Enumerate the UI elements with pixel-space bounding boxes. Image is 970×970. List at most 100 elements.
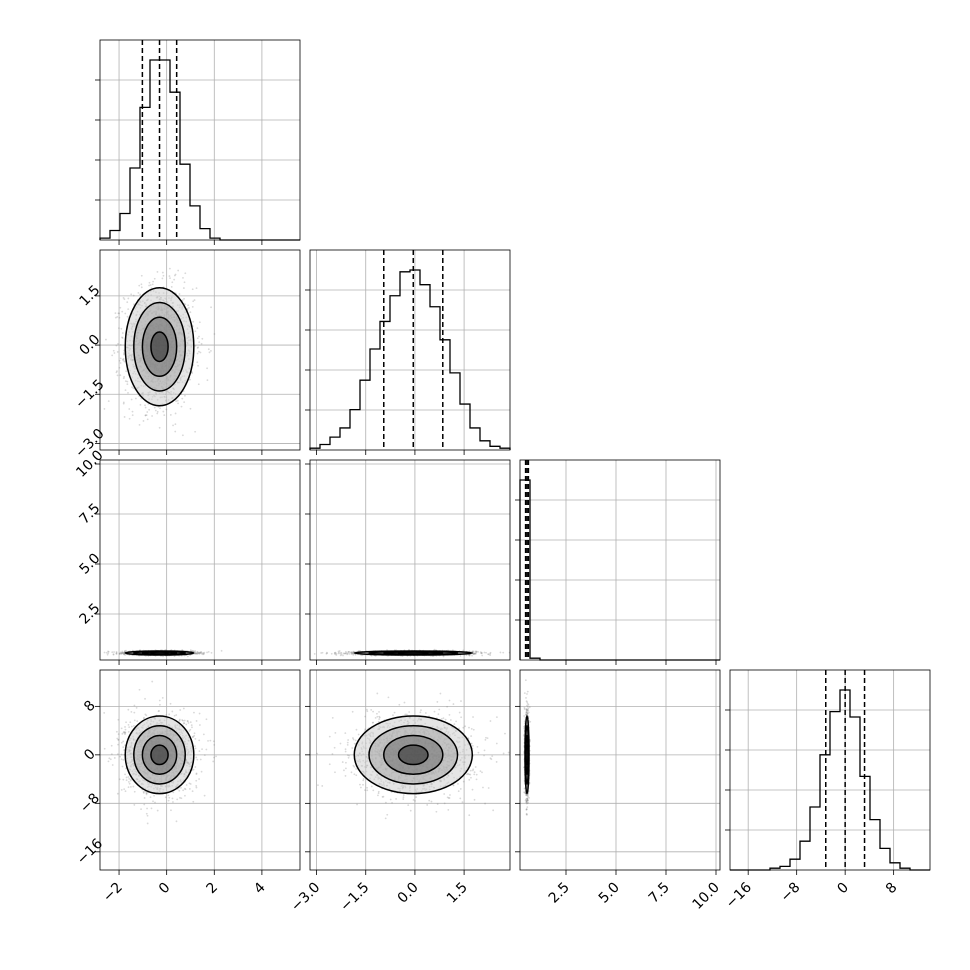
scatter-point [113,651,115,653]
scatter-point [480,652,483,655]
scatter-point [220,649,223,652]
scatter-point [187,306,190,309]
scatter-point [124,389,127,392]
scatter-point [122,377,125,380]
scatter-point [472,653,475,656]
scatter-point [122,353,125,356]
scatter-point [123,360,126,363]
scatter-point [130,293,133,296]
scatter-point [103,408,106,410]
scatter-point [123,653,126,656]
scatter-point [119,651,122,654]
scatter-point [132,294,135,297]
scatter-point [337,650,340,653]
scatter-point [125,649,127,652]
scatter-point [115,371,118,374]
scatter-point [480,651,483,654]
scatter-point [148,284,150,287]
scatter-point [351,652,353,655]
scatter-point [183,281,186,284]
scatter-point [126,315,129,318]
scatter-point [197,383,200,386]
scatter-point [340,651,343,654]
scatter-point [112,653,115,656]
scatter-point [146,418,149,421]
scatter-point [199,651,202,654]
scatter-point [121,358,124,361]
scatter-point [177,402,179,405]
scatter-point [350,651,353,654]
scatter-point [334,651,336,654]
scatter-point [191,305,194,308]
scatter-point [194,652,197,655]
scatter-point [122,359,125,362]
histogram-step [309,269,511,450]
scatter-point [194,430,197,433]
scatter-point [181,397,184,400]
scatter-point [334,651,337,654]
scatter-point [107,650,110,653]
scatter-point [121,652,124,654]
scatter-point [177,269,180,272]
scatter-point [115,344,118,347]
scatter-point [119,362,122,364]
scatter-point [195,652,197,654]
scatter-point [213,333,216,335]
scatter-point [198,321,201,324]
scatter-point [196,652,198,655]
panel-frame [309,249,511,451]
scatter-point [198,335,200,338]
scatter-point [195,287,198,290]
scatter-point [162,655,164,658]
scatter-point [325,652,328,655]
scatter-point [114,316,117,319]
scatter-point [144,406,147,409]
scatter-point [196,352,199,355]
scatter-point [171,281,174,284]
scatter-point [158,426,161,429]
scatter-point [194,650,197,652]
scatter-point [125,370,128,373]
scatter-point [107,400,110,402]
scatter-point [118,366,121,369]
scatter-point [196,347,199,349]
scatter-point [350,651,353,654]
scatter-point [487,653,490,656]
scatter-point [197,652,200,655]
scatter-point [119,374,122,377]
scatter-point [343,652,346,655]
scatter-point [194,330,197,333]
scatter-point [121,651,124,654]
scatter-point [153,277,156,280]
scatter-point [200,651,203,654]
scatter-point [116,374,119,377]
scatter-point [200,652,203,655]
scatter-point [352,653,355,656]
scatter-point [162,274,165,277]
panel-frame [729,669,931,871]
scatter-point [121,337,124,339]
scatter-point [202,653,204,656]
scatter-point [116,315,119,318]
scatter-point [153,406,156,409]
scatter-point [196,652,199,655]
scatter-point [119,343,122,346]
scatter-point [347,651,350,653]
scatter-point [370,654,373,657]
scatter-point [187,245,189,247]
contour-line [353,650,474,656]
scatter-point [174,423,177,426]
scatter-point [138,284,141,287]
scatter-point [161,277,164,280]
scatter-point [351,652,354,655]
scatter-point [117,343,119,345]
scatter-point [144,404,146,407]
scatter-point [208,351,211,354]
scatter-point [126,383,129,386]
scatter-point [351,651,354,654]
scatter-point [487,653,489,656]
scatter-point [128,408,131,410]
scatter-point [137,291,140,294]
scatter-point [172,424,174,427]
